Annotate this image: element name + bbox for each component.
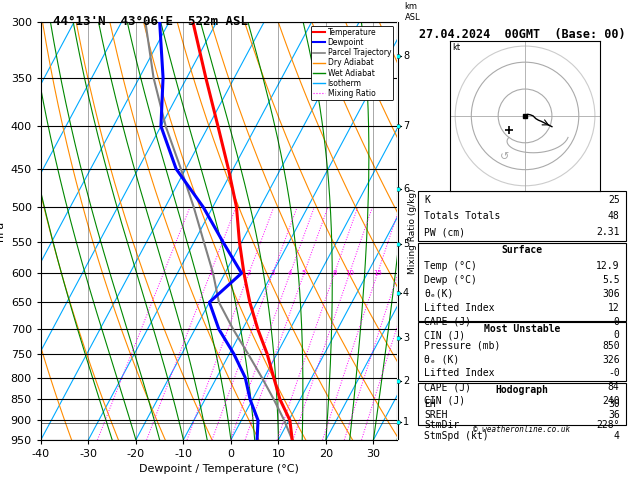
Text: 850: 850 xyxy=(602,341,620,351)
Text: 4: 4 xyxy=(403,288,409,298)
Text: 6: 6 xyxy=(403,184,409,194)
Text: StmSpd (kt): StmSpd (kt) xyxy=(424,431,489,441)
Text: 240: 240 xyxy=(602,396,620,406)
Text: 3: 3 xyxy=(403,333,409,343)
Text: 2.31: 2.31 xyxy=(596,227,620,237)
Text: 0: 0 xyxy=(614,330,620,340)
Text: Hodograph: Hodograph xyxy=(496,384,548,395)
Text: 1: 1 xyxy=(208,270,213,276)
Text: CAPE (J): CAPE (J) xyxy=(424,316,471,327)
Bar xyxy=(418,322,626,382)
Text: 326: 326 xyxy=(602,355,620,364)
Text: 48: 48 xyxy=(608,211,620,221)
Text: PW (cm): PW (cm) xyxy=(424,227,465,237)
Text: 15: 15 xyxy=(373,270,382,276)
Text: CIN (J): CIN (J) xyxy=(424,330,465,340)
Text: Dewp (°C): Dewp (°C) xyxy=(424,275,477,285)
Text: Temp (°C): Temp (°C) xyxy=(424,261,477,271)
Text: 27.04.2024  00GMT  (Base: 00): 27.04.2024 00GMT (Base: 00) xyxy=(419,28,625,41)
Text: 30: 30 xyxy=(608,399,620,409)
Text: 0: 0 xyxy=(614,316,620,327)
Text: CIN (J): CIN (J) xyxy=(424,396,465,406)
Text: Most Unstable: Most Unstable xyxy=(484,324,560,334)
Text: Surface: Surface xyxy=(501,244,542,255)
Text: θₑ(K): θₑ(K) xyxy=(424,289,454,299)
Text: 8: 8 xyxy=(403,52,409,61)
Text: Mixing Ratio (g/kg): Mixing Ratio (g/kg) xyxy=(408,188,417,274)
Text: 7: 7 xyxy=(403,121,409,131)
Text: 12: 12 xyxy=(608,303,620,312)
Text: 5: 5 xyxy=(403,239,409,249)
Text: CAPE (J): CAPE (J) xyxy=(424,382,471,392)
Text: K: K xyxy=(424,195,430,205)
Text: 5.5: 5.5 xyxy=(602,275,620,285)
Text: 4: 4 xyxy=(288,270,292,276)
Text: 25: 25 xyxy=(608,195,620,205)
Text: 1: 1 xyxy=(403,417,409,427)
Text: 2: 2 xyxy=(247,270,251,276)
Text: 8: 8 xyxy=(332,270,337,276)
Bar xyxy=(418,191,626,242)
Y-axis label: hPa: hPa xyxy=(0,221,5,241)
Text: 228°: 228° xyxy=(596,420,620,430)
Text: © weatheronline.co.uk: © weatheronline.co.uk xyxy=(474,425,571,434)
Text: StmDir: StmDir xyxy=(424,420,459,430)
Text: km
ASL: km ASL xyxy=(404,2,420,22)
Legend: Temperature, Dewpoint, Parcel Trajectory, Dry Adiabat, Wet Adiabat, Isotherm, Mi: Temperature, Dewpoint, Parcel Trajectory… xyxy=(311,26,393,100)
Text: 10: 10 xyxy=(345,270,354,276)
Text: SREH: SREH xyxy=(424,410,448,420)
Text: 306: 306 xyxy=(602,289,620,299)
Text: Totals Totals: Totals Totals xyxy=(424,211,501,221)
Text: Lifted Index: Lifted Index xyxy=(424,303,495,312)
Bar xyxy=(418,382,626,425)
X-axis label: Dewpoint / Temperature (°C): Dewpoint / Temperature (°C) xyxy=(139,465,299,474)
Text: -0: -0 xyxy=(608,368,620,379)
Text: 3: 3 xyxy=(270,270,275,276)
Text: 44°13'N  43°06'E  522m ASL: 44°13'N 43°06'E 522m ASL xyxy=(53,15,248,28)
Text: θₑ (K): θₑ (K) xyxy=(424,355,459,364)
Text: 36: 36 xyxy=(608,410,620,420)
Bar xyxy=(418,243,626,321)
Text: 84: 84 xyxy=(608,382,620,392)
Text: Pressure (mb): Pressure (mb) xyxy=(424,341,501,351)
Text: Lifted Index: Lifted Index xyxy=(424,368,495,379)
Text: EH: EH xyxy=(424,399,436,409)
Text: 2: 2 xyxy=(403,376,409,386)
Text: 4: 4 xyxy=(614,431,620,441)
Text: 5: 5 xyxy=(302,270,306,276)
Text: 12.9: 12.9 xyxy=(596,261,620,271)
